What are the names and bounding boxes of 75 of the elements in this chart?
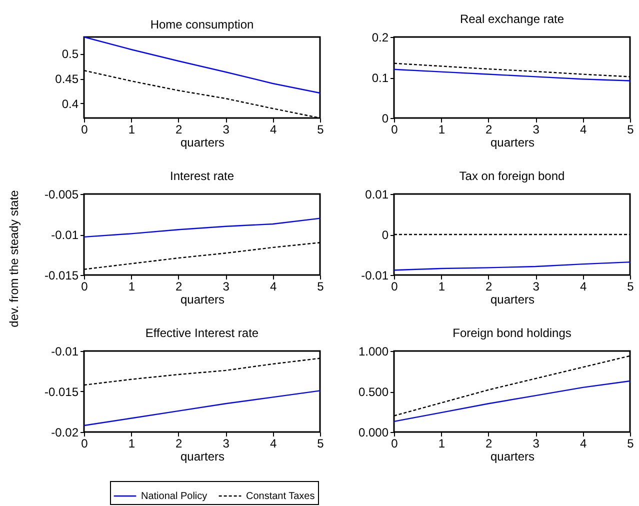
x-tick-label: 4 [270,436,277,450]
y-tick-label: 0.2 [372,30,389,44]
x-tick-label: 5 [627,280,634,294]
x-tick-label: 2 [486,280,493,294]
y-tick-label: -0.01 [51,228,79,242]
y-tick-label: -0.015 [44,268,79,282]
x-tick-label: 1 [438,122,446,136]
y-tick-label: 0.500 [358,385,389,399]
x-tick-label: 5 [627,122,634,136]
y-tick-label: 0.5 [62,47,79,61]
x-tick-label: 1 [128,436,136,450]
x-tick-label: 0 [81,280,88,294]
x-axis-title: quarters [490,292,535,306]
x-tick-label: 1 [128,122,136,136]
y-tick-label: 0.4 [62,97,79,111]
chart-title: Tax on foreign bond [459,169,565,183]
chart-title: Foreign bond holdings [452,326,572,340]
y-tick-label: -0.01 [51,344,79,358]
x-tick-label: 2 [486,436,493,450]
line-series [83,218,321,238]
line-series [83,390,321,426]
x-tick-label: 5 [627,436,634,450]
chart-title: Interest rate [170,169,234,183]
x-axis-title: quarters [180,450,225,464]
legend-label: Constant Taxes [246,491,315,502]
y-tick-label: 0 [382,228,389,242]
y-tick-label: 1.000 [358,344,389,358]
x-tick-label: 4 [270,122,277,136]
chart-title: Home consumption [150,17,254,32]
x-axis-title: quarters [180,292,225,306]
x-tick-label: 1 [128,280,136,294]
line-series [393,68,631,82]
line-series [83,36,321,94]
x-tick-label: 1 [438,436,446,450]
x-tick-label: 3 [532,436,540,450]
x-tick-label: 2 [176,122,183,136]
x-tick-label: 0 [391,280,398,294]
x-tick-label: 3 [532,280,540,294]
y-tick-label: -0.005 [44,188,79,202]
x-tick-label: 4 [580,122,587,136]
y-tick-label: 0.01 [365,188,389,202]
chart-title: Effective Interest rate [145,326,259,340]
x-tick-label: 4 [580,280,587,294]
x-tick-label: 0 [81,122,88,136]
x-tick-label: 0 [81,436,88,450]
x-tick-label: 5 [317,280,324,294]
x-tick-label: 4 [270,280,277,294]
x-tick-label: 2 [176,280,183,294]
y-tick-label: 0.1 [372,71,389,85]
x-tick-label: 0 [391,122,398,136]
line-series [393,261,631,271]
y-axis-title: dev. from the steady state [7,190,22,328]
x-tick-label: 0 [391,436,398,450]
legend-label: National Policy [141,491,208,502]
x-axis-title: quarters [490,450,535,464]
y-tick-label: 0.000 [358,426,389,440]
x-tick-label: 3 [222,436,230,450]
line-series [393,380,631,422]
x-tick-label: 3 [532,122,540,136]
y-tick-label: 0 [382,112,389,126]
x-tick-label: 4 [580,436,587,450]
chart-title: Real exchange rate [460,12,564,26]
y-tick-label: -0.01 [361,268,389,282]
y-tick-label: -0.02 [51,426,79,440]
y-tick-label: 0.45 [55,72,79,86]
x-tick-label: 5 [317,436,324,450]
x-tick-label: 2 [486,122,493,136]
x-tick-label: 3 [222,122,230,136]
x-tick-label: 5 [317,122,324,136]
x-tick-label: 1 [438,280,446,294]
x-axis-title: quarters [180,136,225,150]
x-tick-label: 3 [222,280,230,294]
x-axis-title: quarters [490,136,535,150]
x-tick-label: 2 [176,436,183,450]
y-tick-label: -0.015 [44,385,79,399]
